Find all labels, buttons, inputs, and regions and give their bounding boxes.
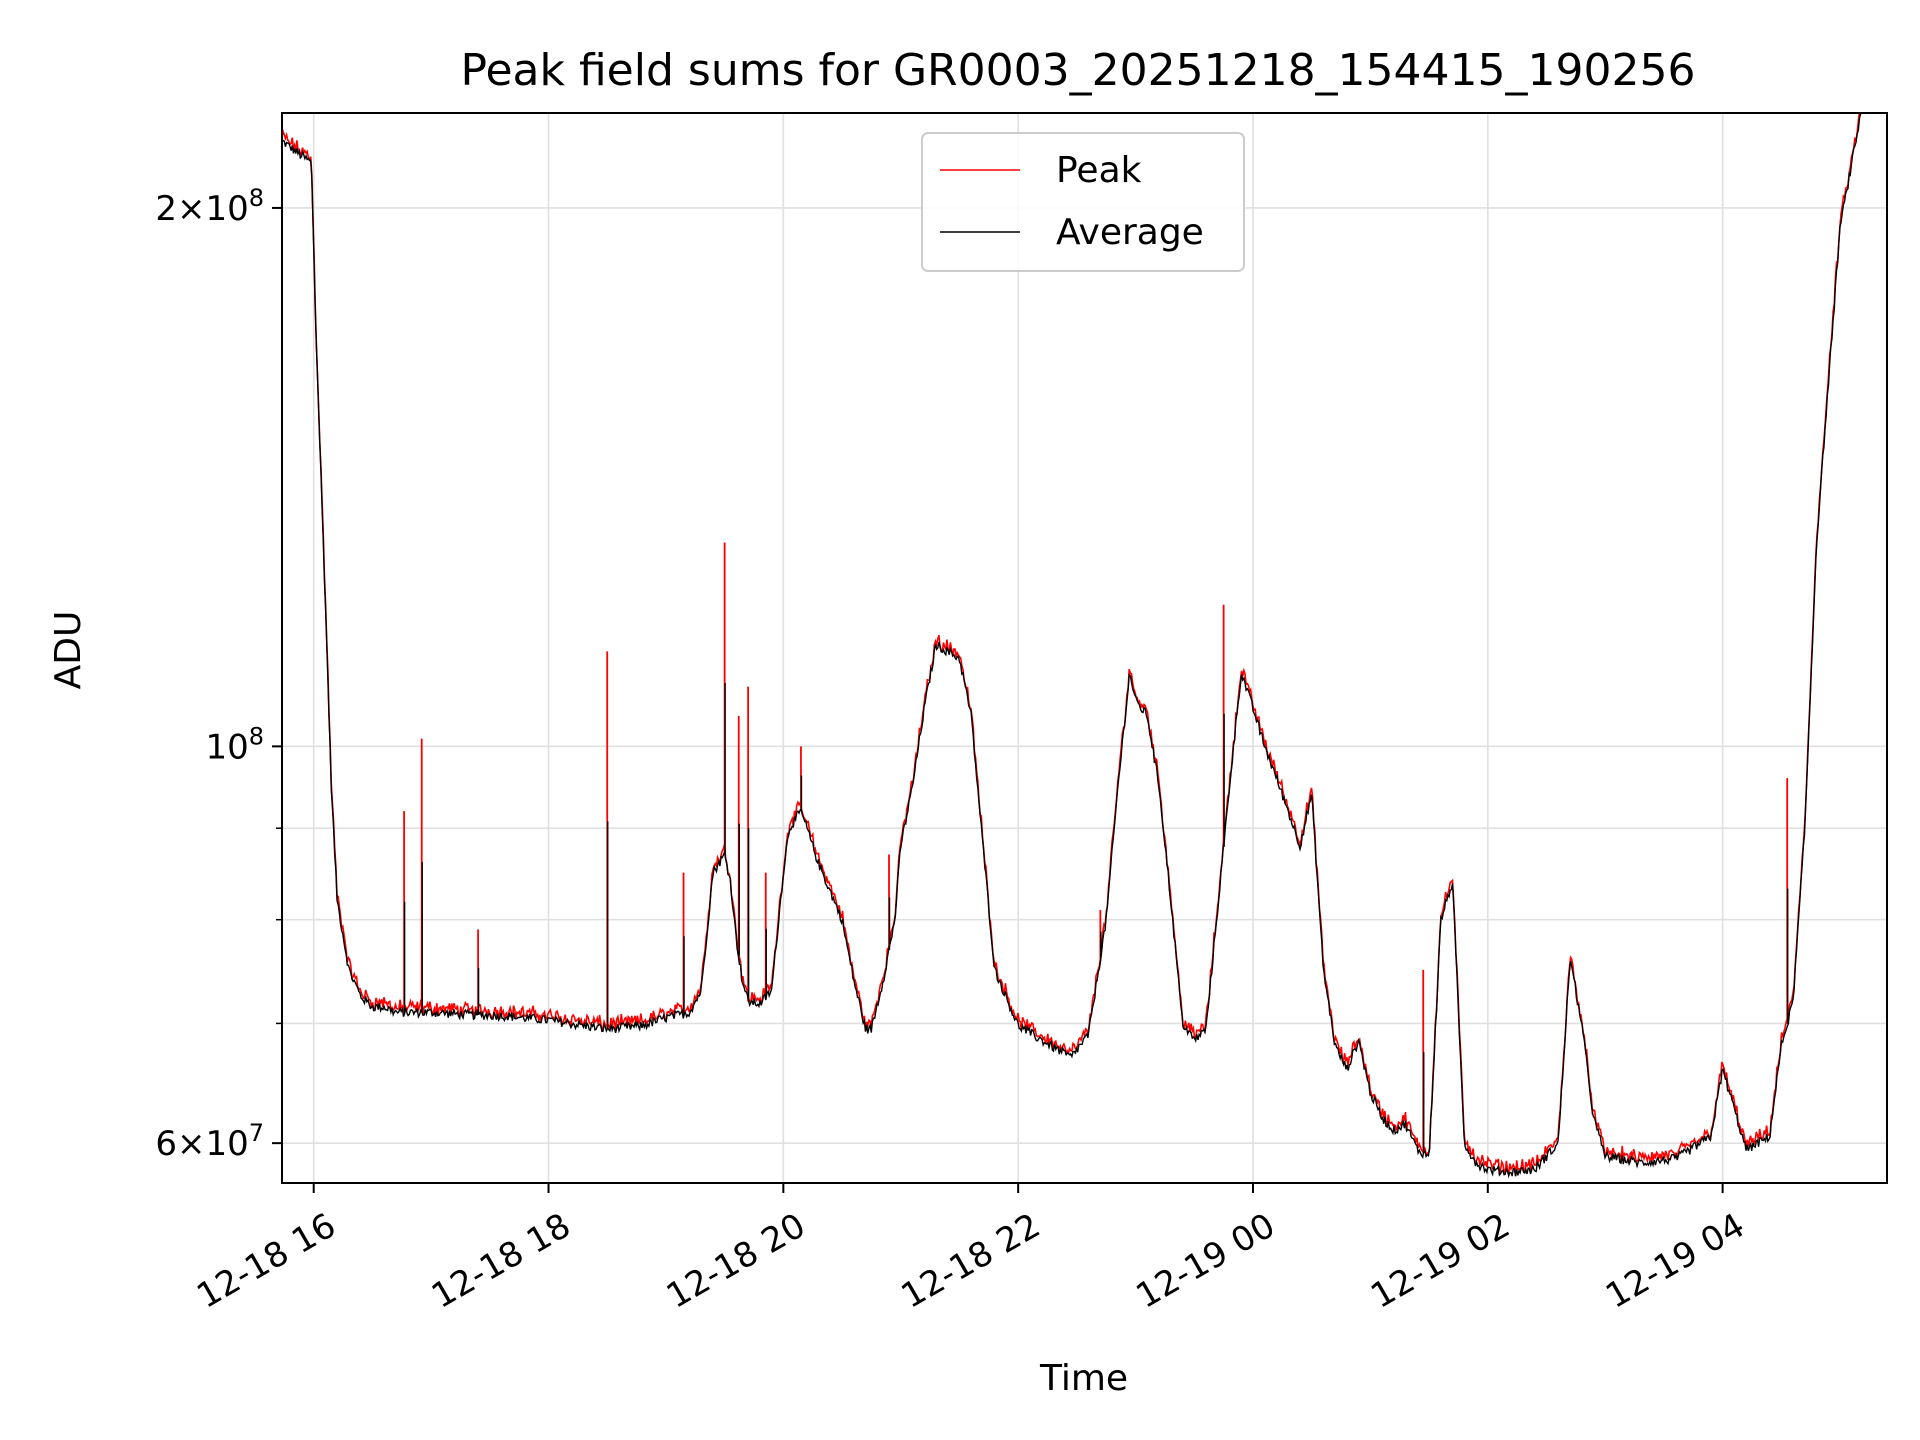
x-tick-label: 12-19 00 <box>1129 1206 1281 1317</box>
x-tick-label: 12-18 16 <box>190 1206 342 1317</box>
x-tick-label: 12-19 02 <box>1364 1206 1516 1317</box>
legend-box <box>921 132 1245 272</box>
y-axis: 6×107 108 2×108 <box>155 184 282 1164</box>
average-series-line <box>282 113 1862 1179</box>
legend-peak-label: Peak <box>1056 150 1142 191</box>
y-tick-label: 108 <box>205 722 264 767</box>
peak-series-line <box>282 113 1861 1176</box>
x-tick-label: 12-19 04 <box>1599 1206 1751 1317</box>
y-axis-label: ADU <box>48 611 89 690</box>
y-tick-label: 2×108 <box>155 184 264 229</box>
legend-average-label: Average <box>1056 212 1204 253</box>
grid-lines <box>282 113 1887 1183</box>
x-tick-label: 12-18 20 <box>660 1206 812 1317</box>
y-tick-label: 6×107 <box>155 1119 264 1164</box>
axes-frame <box>281 112 1888 1184</box>
chart-title: Peak field sums for GR0003_20251218_1544… <box>461 45 1696 96</box>
x-axis: 12-18 16 12-18 18 12-18 20 12-18 22 12-19 00… <box>190 1183 1752 1317</box>
x-axis-label: Time <box>1039 1358 1128 1399</box>
plot-area <box>282 113 1862 1179</box>
x-tick-label: 12-18 22 <box>895 1206 1047 1317</box>
legend: Peak Average <box>921 132 1245 272</box>
x-tick-label: 12-18 18 <box>425 1206 577 1317</box>
